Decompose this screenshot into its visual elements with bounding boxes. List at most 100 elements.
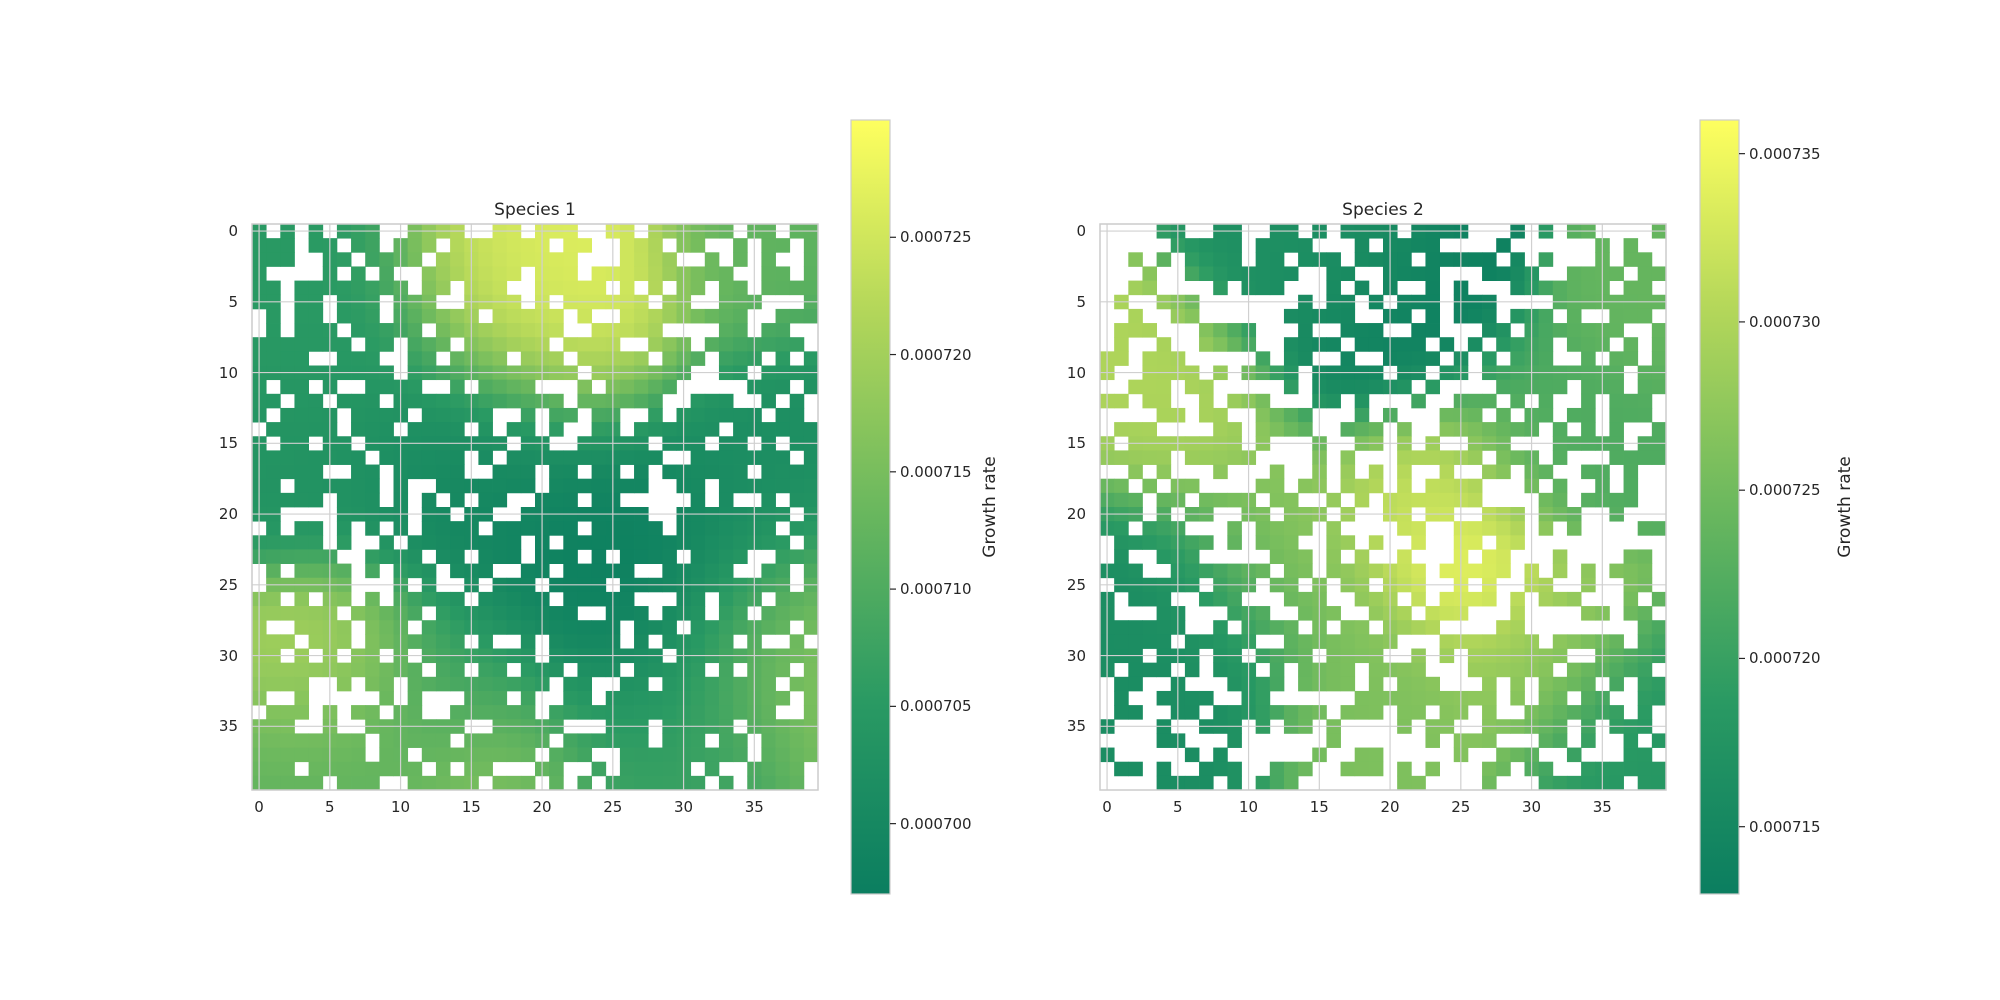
heatmap-panel-1 bbox=[251, 223, 819, 791]
heatmap-cell bbox=[1651, 634, 1667, 649]
heatmap-cell bbox=[1227, 662, 1242, 678]
heatmap-cell bbox=[1510, 521, 1525, 536]
heatmap-cell bbox=[634, 308, 649, 324]
heatmap-cell bbox=[733, 308, 748, 324]
heatmap-cell bbox=[421, 535, 437, 550]
heatmap-cell bbox=[1425, 620, 1440, 635]
heatmap-cell bbox=[421, 521, 437, 536]
heatmap-cell bbox=[1227, 535, 1242, 550]
heatmap-cell bbox=[421, 351, 437, 366]
heatmap-cell bbox=[577, 705, 592, 720]
heatmap-cell bbox=[1439, 606, 1455, 621]
heatmap-cell bbox=[1623, 407, 1639, 423]
heatmap-cell bbox=[421, 563, 437, 579]
heatmap-cell bbox=[1538, 761, 1554, 777]
heatmap-cell bbox=[280, 450, 295, 465]
heatmap-cell bbox=[690, 775, 706, 791]
heatmap-cell bbox=[1227, 563, 1242, 579]
heatmap-cell bbox=[506, 606, 522, 621]
heatmap-cell bbox=[789, 280, 805, 296]
heatmap-cell bbox=[1156, 620, 1172, 635]
heatmap-cell bbox=[648, 422, 663, 437]
heatmap-cell bbox=[662, 351, 677, 366]
heatmap-cell bbox=[1397, 478, 1412, 494]
heatmap-cell bbox=[1637, 606, 1653, 621]
heatmap-cell bbox=[1538, 775, 1554, 791]
heatmap-cell bbox=[1199, 634, 1214, 649]
heatmap-cell bbox=[1439, 478, 1455, 494]
heatmap-cell bbox=[1496, 521, 1511, 536]
heatmap-cell bbox=[492, 464, 508, 480]
heatmap-cell bbox=[1114, 761, 1129, 777]
heatmap-cell bbox=[1510, 252, 1525, 267]
heatmap-cell bbox=[1298, 549, 1313, 564]
heatmap-cell bbox=[1482, 591, 1497, 607]
heatmap-cell bbox=[492, 308, 508, 324]
heatmap-cell bbox=[308, 634, 324, 649]
heatmap-cell bbox=[1552, 733, 1568, 748]
heatmap-cell bbox=[690, 690, 706, 706]
heatmap-cell bbox=[761, 252, 776, 267]
heatmap-cell bbox=[789, 393, 805, 409]
heatmap-cell bbox=[1326, 393, 1341, 409]
heatmap-cell bbox=[280, 464, 295, 480]
heatmap-cell bbox=[308, 521, 324, 536]
heatmap-cell bbox=[577, 662, 592, 678]
heatmap-cell bbox=[1184, 308, 1200, 324]
heatmap-cell bbox=[1425, 280, 1440, 296]
heatmap-cell bbox=[1637, 379, 1653, 395]
heatmap-cell bbox=[1623, 337, 1639, 352]
heatmap-cell bbox=[1227, 606, 1242, 621]
heatmap-cell bbox=[1354, 252, 1370, 267]
heatmap-cell bbox=[718, 393, 734, 409]
heatmap-cell bbox=[407, 591, 423, 607]
heatmap-cell bbox=[775, 379, 791, 395]
heatmap-cell bbox=[492, 549, 508, 564]
heatmap-cell bbox=[1255, 238, 1271, 253]
heatmap-cell bbox=[351, 478, 366, 494]
heatmap-cell bbox=[718, 549, 734, 564]
heatmap-cell bbox=[662, 606, 677, 621]
heatmap-cell bbox=[351, 662, 366, 678]
heatmap-cell bbox=[619, 690, 635, 706]
x-tick-label: 20 bbox=[532, 798, 552, 816]
heatmap-cell bbox=[1623, 308, 1639, 324]
heatmap-cell bbox=[407, 450, 423, 465]
heatmap-cell bbox=[478, 252, 493, 267]
heatmap-cell bbox=[1227, 521, 1242, 536]
heatmap-cell bbox=[1425, 450, 1440, 465]
heatmap-cell bbox=[379, 606, 394, 621]
heatmap-cell bbox=[435, 549, 451, 564]
heatmap-cell bbox=[365, 238, 380, 253]
heatmap-cell bbox=[634, 252, 649, 267]
heatmap-cell bbox=[1128, 450, 1143, 465]
heatmap-cell bbox=[803, 238, 819, 253]
heatmap-cell bbox=[365, 775, 380, 791]
heatmap-cell bbox=[761, 620, 776, 635]
heatmap-cell bbox=[450, 450, 465, 465]
heatmap-cell bbox=[733, 549, 748, 564]
colorbar-gradient bbox=[1699, 119, 1740, 895]
heatmap-cell bbox=[704, 393, 720, 409]
heatmap-cell bbox=[1213, 266, 1228, 281]
heatmap-cell bbox=[1496, 238, 1511, 253]
heatmap-cell bbox=[1637, 407, 1653, 423]
heatmap-cell bbox=[1298, 407, 1313, 423]
heatmap-cell bbox=[563, 478, 578, 494]
heatmap-cell bbox=[648, 280, 663, 296]
colorbar-tick-label: 0.000705 bbox=[900, 697, 972, 716]
heatmap-cell bbox=[1510, 606, 1525, 621]
heatmap-cell bbox=[690, 549, 706, 564]
heatmap-cell bbox=[1283, 379, 1299, 395]
heatmap-cell bbox=[1227, 450, 1242, 465]
heatmap-cell bbox=[365, 379, 380, 395]
heatmap-cell bbox=[266, 464, 281, 480]
heatmap-cell bbox=[280, 337, 295, 352]
heatmap-cell bbox=[492, 705, 508, 720]
heatmap-cell bbox=[336, 492, 352, 508]
heatmap-cell bbox=[775, 535, 791, 550]
heatmap-cell bbox=[1425, 266, 1440, 281]
heatmap-cell bbox=[690, 238, 706, 253]
heatmap-cell bbox=[1354, 690, 1370, 706]
heatmap-cell bbox=[478, 634, 493, 649]
